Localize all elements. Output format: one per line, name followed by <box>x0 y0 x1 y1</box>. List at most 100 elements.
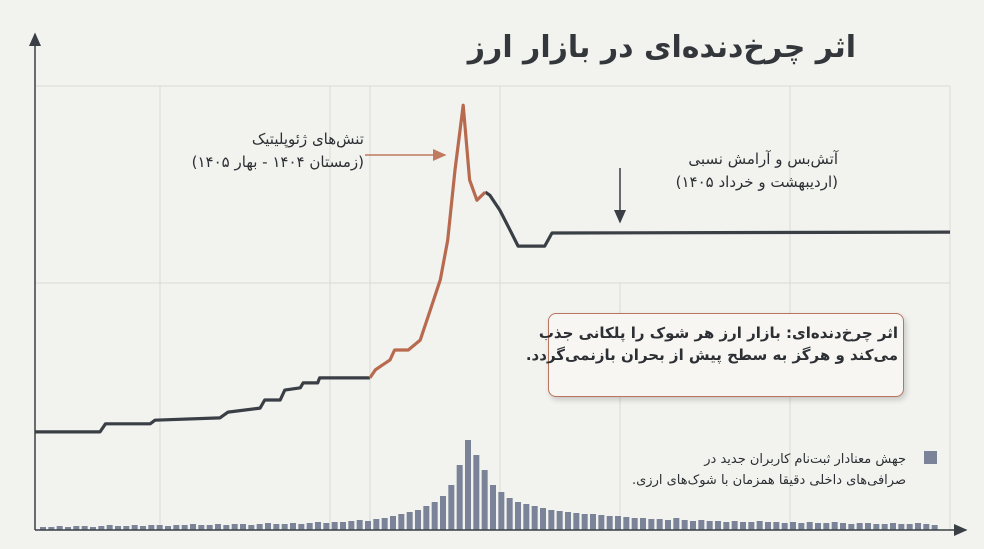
bar <box>748 522 755 530</box>
bar <box>756 521 763 530</box>
bar <box>48 527 55 530</box>
bar <box>581 514 588 530</box>
legend-label: جهش معنادار ثبت‌نام کاربران جدید در صراف… <box>631 452 906 488</box>
chart-title: اثر چرخ‌دنده‌ای در بازار ارز <box>467 30 856 65</box>
bar <box>365 521 371 530</box>
bar-group <box>40 440 938 530</box>
bar <box>498 492 505 530</box>
bar <box>65 527 71 530</box>
bar <box>231 524 238 530</box>
annotation: اثر چرخ‌دنده‌ای: بازار ارز هر شوک را پلک… <box>525 324 898 364</box>
bar <box>40 527 46 530</box>
bar <box>781 523 788 530</box>
bar <box>131 525 138 530</box>
bar <box>715 521 721 530</box>
bar <box>398 514 405 530</box>
bar <box>490 485 496 530</box>
bar <box>306 523 313 530</box>
bar <box>573 513 580 530</box>
bar <box>440 496 446 530</box>
bar <box>506 498 513 530</box>
bar <box>831 522 838 530</box>
bar <box>265 523 271 530</box>
bar <box>173 525 180 530</box>
bar <box>123 526 130 530</box>
bar <box>648 519 655 530</box>
bar <box>815 523 821 530</box>
bar <box>431 502 438 530</box>
bar <box>381 518 388 530</box>
bar <box>915 523 921 530</box>
bar <box>540 508 546 530</box>
bar <box>698 520 705 530</box>
bar <box>290 523 296 530</box>
bar <box>423 506 430 530</box>
bar <box>456 465 463 530</box>
bar <box>240 524 246 530</box>
bar <box>673 518 680 530</box>
bar <box>198 525 205 530</box>
bar <box>665 520 671 530</box>
bar <box>315 522 321 530</box>
bar <box>931 525 938 530</box>
bar <box>731 521 738 530</box>
bar <box>798 523 805 530</box>
bar <box>631 518 638 530</box>
bar <box>623 517 630 530</box>
bar <box>248 525 255 530</box>
bar <box>565 512 571 530</box>
bar <box>723 522 730 530</box>
bar <box>923 524 930 530</box>
bar <box>656 519 663 530</box>
bar <box>356 520 363 530</box>
bar <box>73 526 80 530</box>
bar <box>590 514 596 530</box>
bar <box>90 527 96 530</box>
bar <box>790 522 796 530</box>
bar <box>256 524 263 530</box>
bar <box>156 525 163 530</box>
bar <box>273 524 280 530</box>
bar <box>898 524 905 530</box>
bar <box>606 516 613 530</box>
annotation-box <box>548 313 904 397</box>
bar <box>873 524 880 530</box>
bar <box>881 524 888 530</box>
line-group <box>35 103 951 434</box>
bar <box>640 518 646 530</box>
annotation: تنش‌های ژئوپلیتیک (زمستان ۱۴۰۴ - بهار ۱۴… <box>191 130 364 171</box>
bar <box>406 512 413 530</box>
annotation: آتش‌بس و آرامش نسبی (اردیبهشت و خرداد ۱۴… <box>675 150 838 191</box>
bar <box>681 520 688 530</box>
bar <box>181 525 188 530</box>
bar <box>615 516 621 530</box>
line-series <box>35 190 951 434</box>
grid <box>35 85 951 530</box>
bar <box>215 524 221 530</box>
bar <box>473 455 480 530</box>
bar <box>848 524 855 530</box>
bar <box>223 525 230 530</box>
bar <box>140 526 146 530</box>
bar <box>115 526 121 530</box>
bar <box>165 526 171 530</box>
bar <box>481 470 488 530</box>
bar <box>773 522 780 530</box>
bar <box>298 524 305 530</box>
line-series <box>368 103 487 379</box>
bar <box>81 526 88 530</box>
bar <box>823 523 830 530</box>
bar <box>890 523 896 530</box>
bar <box>56 526 63 530</box>
bar <box>515 502 521 530</box>
bar <box>598 515 605 530</box>
bar <box>706 521 713 530</box>
bar <box>206 525 213 530</box>
bar <box>523 504 530 530</box>
bar <box>390 516 396 530</box>
bar <box>415 510 421 530</box>
bar <box>323 523 330 530</box>
bar <box>348 521 355 530</box>
